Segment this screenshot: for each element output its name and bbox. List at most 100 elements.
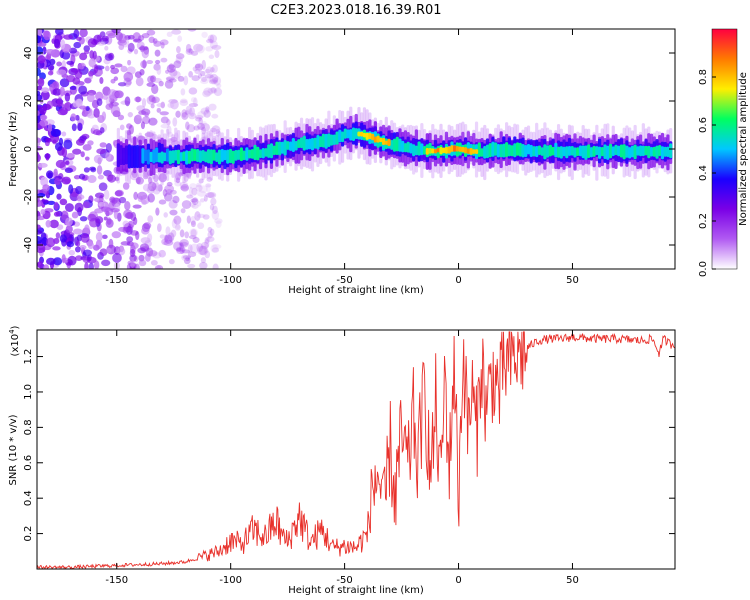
heatmap-noise-cell — [176, 46, 181, 54]
heatmap-noise-cell — [79, 29, 88, 38]
heatmap-noise-cell — [158, 249, 166, 258]
heatmap-noise-cell — [187, 251, 197, 258]
heatmap-ridge-cell — [425, 147, 429, 155]
heatmap-noise-cell — [99, 248, 108, 256]
heatmap-noise-cell — [163, 239, 174, 246]
heatmap-noise-cell — [185, 48, 194, 56]
heatmap-ridge-cell — [116, 143, 120, 168]
heatmap-noise-cell — [142, 171, 149, 180]
heatmap-noise-cell — [141, 97, 147, 108]
heatmap-noise-cell — [200, 79, 209, 85]
heatmap-noise-cell — [171, 218, 178, 229]
heatmap-ridge-cell — [447, 146, 451, 154]
heatmap-noise-cell — [79, 216, 88, 222]
heatmap-ridge-cell — [272, 145, 276, 156]
heatmap-noise-cell — [49, 83, 55, 93]
heatmap-ridge-cell — [269, 143, 274, 159]
heatmap-noise-cell — [175, 53, 185, 60]
heatmap-ridge-cell — [622, 144, 626, 160]
heatmap-noise-cell — [201, 76, 208, 83]
heatmap-noise-cell — [209, 127, 217, 133]
heatmap-noise-cell — [41, 87, 50, 93]
heatmap-noise-cell — [153, 63, 161, 71]
heatmap-noise-cell — [186, 215, 191, 224]
heatmap-noise-cell — [90, 167, 97, 173]
heatmap-noise-cell — [40, 208, 46, 215]
heatmap-noise-cell — [166, 64, 176, 73]
heatmap-noise-cell — [69, 85, 78, 90]
heatmap-noise-cell — [200, 107, 210, 115]
heatmap-noise-cell — [164, 192, 173, 202]
heatmap-noise-cell — [198, 185, 208, 194]
heatmap-noise-cell — [190, 229, 197, 237]
heatmap-noise-cell — [195, 116, 202, 122]
heatmap-noise-cell — [93, 64, 99, 74]
heatmap-ridge-cell — [133, 145, 137, 168]
heatmap-noise-cell — [138, 46, 149, 51]
heatmap-noise-cell — [67, 255, 77, 266]
heatmap-noise-cell — [135, 177, 145, 185]
heatmap-noise-cell — [208, 132, 216, 137]
heatmap-ridge-cell — [280, 141, 285, 154]
heatmap-noise-cell — [122, 220, 130, 228]
heatmap-noise-cell — [75, 80, 85, 86]
heatmap-noise-cell — [204, 239, 210, 248]
heatmap-noise-cell — [144, 112, 149, 118]
heatmap-ridge-cell — [160, 151, 164, 164]
heatmap-ridge-cell — [206, 149, 211, 164]
heatmap-ridge-cell — [461, 146, 465, 153]
heatmap-noise-cell — [173, 71, 181, 79]
heatmap-noise-cell — [172, 195, 180, 204]
heatmap-noise-cell — [179, 229, 185, 238]
heatmap-noise-cell — [63, 34, 74, 40]
heatmap-noise-cell — [118, 43, 125, 51]
heatmap-noise-cell — [160, 123, 170, 129]
heatmap-ridge-cell — [261, 148, 265, 159]
heatmap-ridge-cell — [543, 144, 547, 160]
heatmap-noise-cell — [87, 241, 94, 250]
heatmap-noise-cell — [46, 257, 56, 266]
heatmap-noise-cell — [102, 234, 108, 240]
heatmap-noise-cell — [113, 76, 119, 81]
heatmap-noise-cell — [209, 204, 215, 211]
heatmap-noise-cell — [106, 217, 112, 225]
heatmap-noise-cell — [148, 250, 158, 257]
heatmap-noise-cell — [55, 232, 61, 239]
heatmap-noise-cell — [136, 114, 142, 119]
heatmap-noise-cell — [52, 246, 61, 251]
heatmap-ridge-cell — [513, 143, 517, 158]
heatmap-noise-cell — [187, 263, 196, 269]
heatmap-noise-cell — [74, 246, 81, 253]
heatmap-noise-cell — [151, 96, 160, 104]
heatmap-ridge-cell — [141, 148, 145, 164]
heatmap-noise-cell — [203, 109, 211, 118]
heatmap-ridge-cell — [496, 143, 501, 158]
heatmap-noise-cell — [61, 254, 66, 264]
heatmap-ridge-cell — [464, 147, 468, 154]
heatmap-noise-cell — [65, 225, 73, 234]
heatmap-noise-cell — [118, 226, 127, 232]
heatmap-noise-cell — [53, 201, 59, 210]
heatmap-noise-cell — [110, 105, 121, 116]
heatmap-ridge-cell — [554, 142, 558, 158]
heatmap-noise-cell — [102, 94, 109, 100]
heatmap-ridge-cell — [392, 138, 397, 152]
heatmap-noise-cell — [160, 41, 165, 49]
heatmap-noise-cell — [204, 237, 210, 244]
heatmap-noise-cell — [60, 210, 69, 221]
heatmap-noise-cell — [85, 105, 90, 112]
heatmap-noise-cell — [79, 52, 88, 61]
heatmap-noise-cell — [99, 142, 107, 148]
heatmap-noise-cell — [188, 71, 193, 78]
heatmap-noise-cell — [159, 234, 166, 239]
x-tick-label: -50 — [336, 275, 352, 286]
heatmap-ridge-cell — [256, 146, 260, 161]
heatmap-noise-cell — [180, 98, 188, 104]
heatmap-noise-cell — [175, 221, 181, 230]
heatmap-ridge-cell — [354, 128, 358, 139]
heatmap-noise-cell — [66, 60, 75, 65]
heatmap-noise-cell — [183, 75, 189, 86]
heatmap-noise-cell — [64, 167, 73, 174]
heatmap-noise-cell — [156, 265, 162, 269]
